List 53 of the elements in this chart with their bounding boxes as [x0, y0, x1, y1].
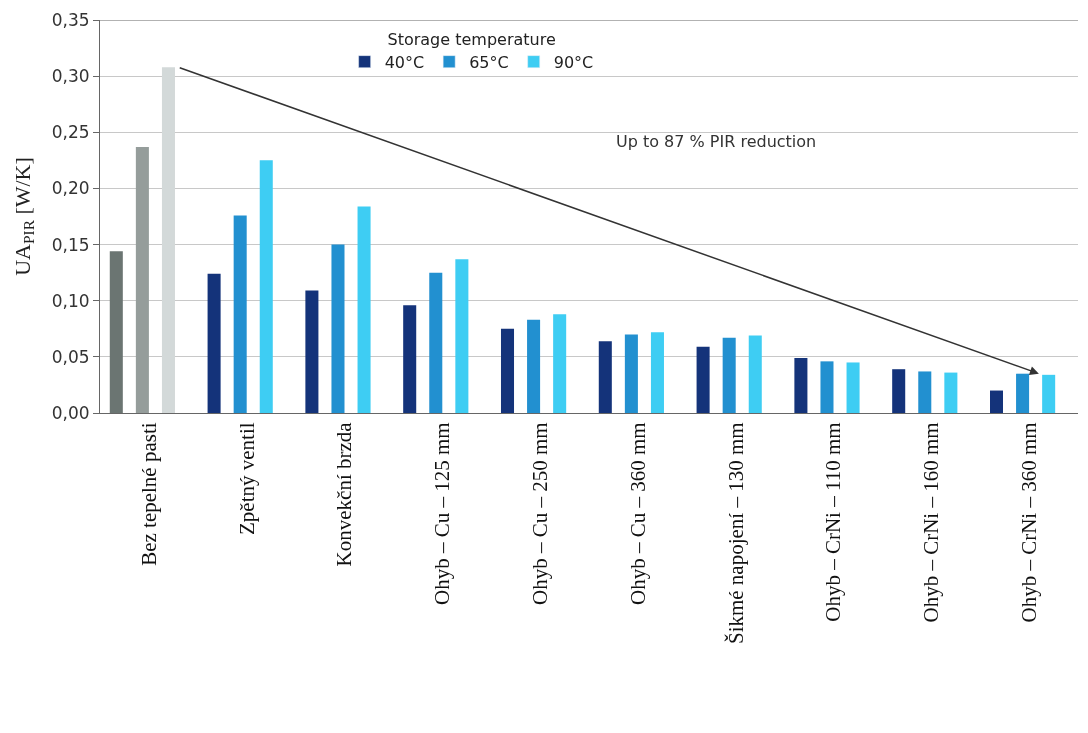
- y-tick-label: 0,15: [51, 234, 90, 255]
- y-tick-label: 0,25: [51, 122, 90, 143]
- bar: [650, 332, 664, 413]
- bar: [892, 369, 906, 413]
- y-tick-label: 0,05: [51, 346, 90, 367]
- bar: [794, 357, 808, 413]
- bar: [598, 341, 612, 413]
- legend-label: 65°C: [469, 52, 509, 72]
- bar: [109, 251, 123, 413]
- bar: [500, 328, 515, 413]
- x-tick-label: Ohyb – Cu – 360 mm: [625, 422, 650, 605]
- bar: [403, 305, 417, 413]
- bar: [161, 67, 175, 413]
- bar: [429, 272, 443, 413]
- legend-label: 90°C: [553, 52, 594, 72]
- x-tick-label: Zpětný ventil: [234, 422, 259, 535]
- y-tick-label: 0,30: [51, 66, 90, 87]
- x-tick-label: Ohyb – Cu – 250 mm: [527, 422, 552, 605]
- bar: [918, 371, 932, 413]
- bar: [989, 390, 1004, 413]
- annotation: Up to 87 % PIR reduction: [616, 132, 817, 151]
- x-tick-label: Ohyb – CrNi – 160 mm: [919, 422, 944, 623]
- x-tick-label: Ohyb – Cu – 125 mm: [430, 422, 455, 605]
- bar: [624, 334, 638, 413]
- bar: [553, 314, 567, 413]
- bar: [357, 206, 371, 413]
- x-tick-label: Ohyb – CrNi – 110 mm: [821, 422, 846, 622]
- bar: [455, 259, 469, 413]
- legend-title: Storage temperature: [387, 29, 556, 49]
- y-tick-label: 0,20: [51, 178, 90, 199]
- bar: [722, 337, 736, 413]
- bar: [207, 273, 221, 413]
- bar: [748, 335, 762, 413]
- legend-label: 40°C: [384, 52, 425, 72]
- y-tick-label: 0,10: [51, 290, 90, 311]
- bar: [944, 372, 958, 413]
- x-tick-label: Šikmé napojení – 130 mm: [723, 422, 748, 645]
- x-tick-label: Bez tepelné pasti: [136, 422, 161, 566]
- bar: [1042, 374, 1056, 413]
- bar: [1016, 373, 1030, 413]
- bar: [259, 160, 273, 413]
- y-tick-label: 0,00: [51, 402, 90, 423]
- bar: [527, 319, 541, 413]
- y-tick-label: 0,35: [51, 9, 90, 30]
- x-tick-label: Konvekční brzda: [332, 421, 357, 567]
- bar: [696, 346, 710, 413]
- bar: [135, 146, 149, 413]
- x-tick-label: Ohyb – CrNi – 360 mm: [1016, 422, 1041, 623]
- bar: [820, 361, 834, 413]
- bar: [331, 244, 345, 413]
- bar: [846, 362, 860, 413]
- bar: [305, 290, 319, 413]
- bar: [233, 215, 247, 413]
